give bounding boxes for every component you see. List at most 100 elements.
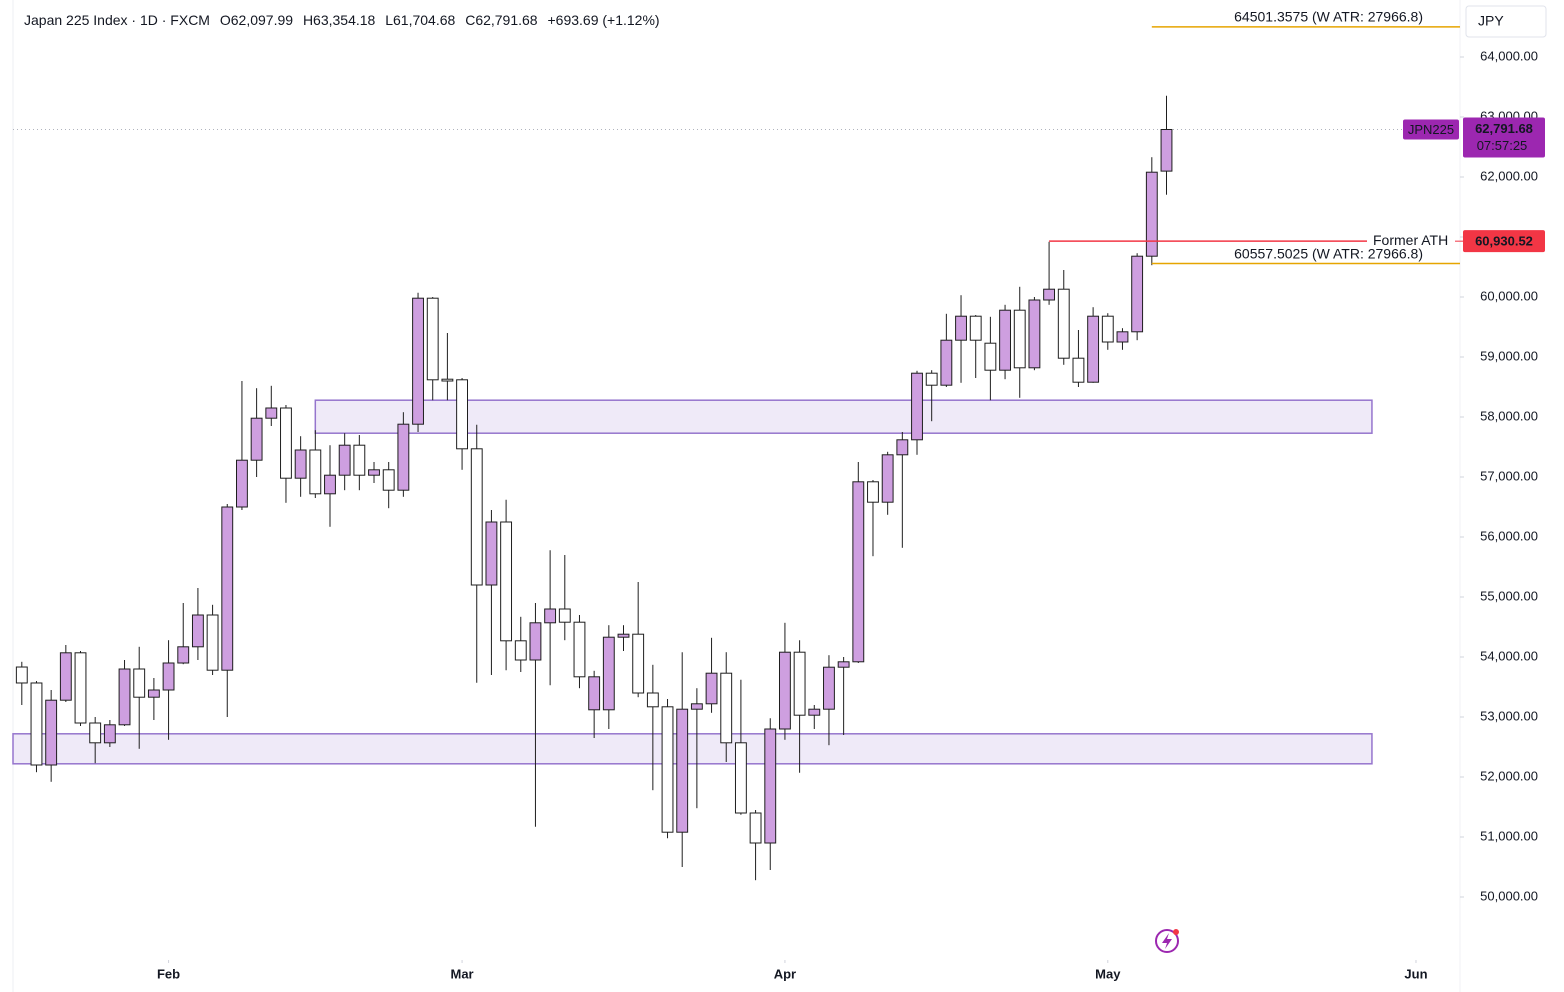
candle-body	[823, 666, 835, 710]
level-badge-label: 60,930.52	[1475, 234, 1533, 249]
candle-body	[852, 481, 865, 663]
candle-body	[1131, 255, 1144, 333]
candle-body	[808, 708, 821, 716]
y-tick-label: 60,000.00	[1480, 288, 1538, 303]
y-tick-label: 59,000.00	[1480, 348, 1538, 363]
icon-bolt[interactable]	[1162, 933, 1172, 949]
candle-body	[955, 315, 967, 341]
candle-body	[118, 668, 131, 726]
candle-body	[280, 407, 292, 479]
price-zone	[12, 733, 1373, 765]
level-label: 64501.3575 (W ATR: 27966.8)	[1234, 9, 1423, 25]
x-tick-label: May	[1095, 966, 1121, 981]
candle-body	[1013, 309, 1026, 369]
level-label: 60557.5025 (W ATR: 27966.8)	[1234, 245, 1423, 261]
candle-body	[485, 521, 498, 586]
candle-body	[177, 646, 190, 664]
candle-body	[441, 378, 454, 382]
symbol-badge	[1403, 119, 1459, 140]
candle-body	[309, 449, 322, 495]
candle-body	[778, 651, 791, 730]
ohlc-change: +693.69 (+1.12%)	[548, 12, 660, 28]
candle-body	[969, 315, 982, 341]
candle-body	[514, 640, 527, 661]
candle-body	[867, 481, 879, 503]
candle-body	[250, 417, 263, 461]
candle-body	[999, 309, 1011, 371]
candle-body	[705, 672, 718, 705]
candle-body	[456, 379, 468, 450]
candle-body	[30, 682, 43, 766]
ohlc-high: H63,354.18	[303, 12, 376, 28]
y-tick-label: 50,000.00	[1480, 888, 1538, 903]
candle-body	[426, 297, 439, 381]
candle-body	[690, 703, 703, 710]
candle-body	[162, 662, 175, 691]
last-price-badge	[1463, 117, 1545, 158]
candle-body	[764, 728, 777, 844]
candle-body	[412, 297, 424, 425]
candle-body	[397, 423, 410, 491]
candle-body	[1043, 288, 1056, 301]
symbol-label: JPN225	[1408, 122, 1454, 137]
ohlc-open: O62,097.99	[220, 12, 293, 28]
candle-body	[1057, 288, 1070, 359]
candle-body	[133, 668, 146, 698]
x-tick-label: Mar	[451, 966, 474, 981]
candle-body	[294, 449, 307, 479]
ohlc-low: L61,704.68	[385, 12, 455, 28]
candle-body	[221, 506, 234, 671]
candle-body	[353, 444, 366, 476]
chart-header: Japan 225 Index · 1D · FXCM O62,097.99 H…	[24, 12, 660, 28]
candle-body	[646, 692, 659, 708]
x-tick-label: Jun	[1404, 966, 1427, 981]
lightning-icon[interactable]	[1155, 929, 1179, 953]
icon-dot[interactable]	[1173, 929, 1179, 935]
candle-body	[793, 651, 806, 716]
candle-body	[1145, 171, 1158, 257]
candle-body	[1160, 128, 1173, 172]
icon-ring[interactable]	[1155, 929, 1179, 953]
candle-body	[632, 633, 645, 694]
candle-body	[368, 469, 380, 476]
candle-body	[896, 439, 909, 456]
candle-body	[103, 724, 116, 744]
y-tick-label: 54,000.00	[1480, 648, 1538, 663]
candle-body	[265, 407, 278, 419]
currency-label[interactable]: JPY	[1478, 13, 1504, 29]
y-tick-label: 55,000.00	[1480, 588, 1538, 603]
x-tick-label: Apr	[774, 966, 796, 981]
countdown-label: 07:57:25	[1477, 138, 1528, 153]
candle-body	[191, 614, 204, 648]
candle-body	[338, 444, 351, 476]
candle-body	[1072, 357, 1085, 383]
candle-body	[925, 372, 938, 386]
candle-body	[558, 608, 571, 623]
candle-body	[45, 699, 58, 766]
y-tick-label: 62,000.00	[1480, 168, 1538, 183]
candle-body	[749, 812, 762, 844]
candle-body	[74, 652, 87, 724]
candle-body	[617, 633, 630, 638]
candle-body	[206, 614, 219, 671]
currency-button[interactable]	[1465, 5, 1547, 38]
candle-body	[588, 676, 601, 711]
candle-body	[720, 672, 733, 744]
price-zone	[314, 399, 1373, 434]
candle-body	[236, 459, 248, 508]
level-label: Former ATH	[1373, 232, 1448, 248]
candle-body	[1116, 331, 1129, 343]
candle-body	[881, 454, 894, 503]
y-tick-label: 56,000.00	[1480, 528, 1538, 543]
y-tick-label: 64,000.00	[1480, 48, 1538, 63]
candle-body	[15, 666, 28, 684]
candle-body	[676, 708, 689, 833]
ohlc-close: C62,791.68	[465, 12, 538, 28]
last-price-label: 62,791.68	[1475, 121, 1533, 136]
candle-body	[911, 372, 923, 441]
candle-body	[89, 722, 102, 744]
candle-body	[544, 608, 557, 624]
candle-body	[1028, 299, 1041, 369]
